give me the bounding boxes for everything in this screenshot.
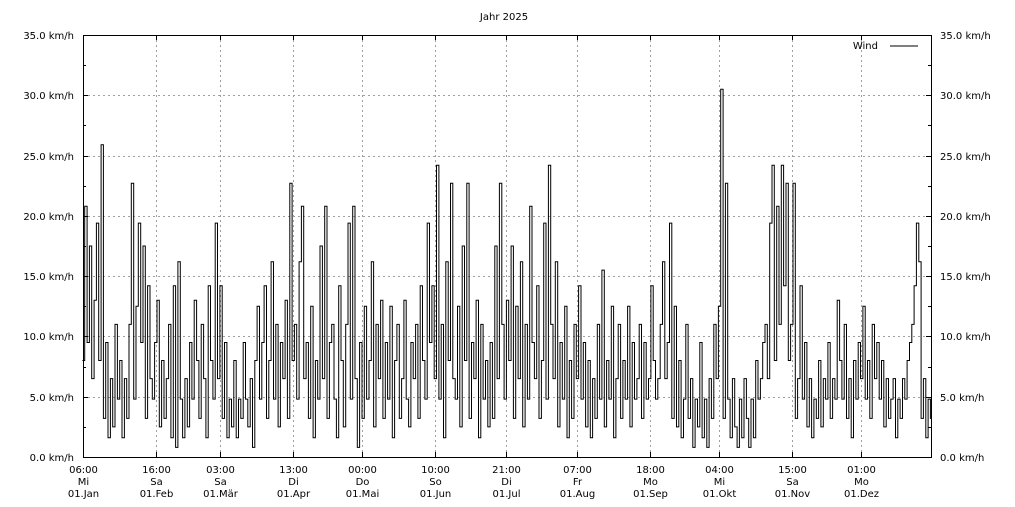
x-tick-label-date: 01.Mär — [203, 489, 239, 500]
x-tick-label-date: 01.Aug — [560, 489, 595, 500]
x-tick-label-time: 21:00 — [492, 465, 521, 476]
x-tick-label-date: 01.Jun — [420, 489, 452, 500]
x-tick-label-weekday: Mo — [643, 477, 658, 488]
y-tick-label-left: 30.0 km/h — [23, 91, 74, 102]
x-tick-label-date: 01.Sep — [633, 489, 668, 500]
x-tick-label-date: 01.Jan — [68, 489, 99, 500]
x-tick-label-date: 01.Feb — [140, 489, 174, 500]
x-axis: 06:00Mi01.Jan16:00Sa01.Feb03:00Sa01.Mär1… — [68, 35, 879, 500]
y-tick-label-right: 25.0 km/h — [940, 152, 991, 163]
x-tick-label-time: 00:00 — [348, 465, 377, 476]
x-tick-label-time: 01:00 — [847, 465, 876, 476]
x-tick-label-time: 13:00 — [279, 465, 308, 476]
x-tick-label-weekday: Sa — [214, 477, 226, 488]
x-tick-label-time: 07:00 — [563, 465, 592, 476]
x-tick-label-time: 16:00 — [142, 465, 171, 476]
y-tick-label-left: 10.0 km/h — [23, 332, 74, 343]
x-tick-label-date: 01.Mai — [346, 489, 379, 500]
x-tick-label-date: 01.Jul — [493, 489, 521, 500]
y-axis-right: 0.0 km/h 5.0 km/h 10.0 km/h 15.0 km/h 20.0 k… — [926, 31, 991, 464]
x-tick-label-weekday: Sa — [786, 477, 798, 488]
x-tick-label-weekday: Fr — [573, 477, 583, 488]
y-tick-label-right: 15.0 km/h — [940, 272, 991, 283]
y-tick-label-left: 20.0 km/h — [23, 212, 74, 223]
x-tick-label-weekday: So — [429, 477, 441, 488]
x-tick-label-time: 18:00 — [636, 465, 665, 476]
y-tick-label-left: 0.0 km/h — [30, 453, 74, 464]
y-tick-label-right: 35.0 km/h — [940, 31, 991, 42]
y-tick-label-left: 15.0 km/h — [23, 272, 74, 283]
x-tick-label-weekday: Di — [288, 477, 298, 488]
x-tick-label-date: 01.Apr — [277, 489, 311, 500]
x-tick-label-weekday: Sa — [150, 477, 162, 488]
series-layer — [82, 88, 931, 448]
y-tick-label-right: 20.0 km/h — [940, 212, 991, 223]
legend-label: Wind — [853, 41, 878, 52]
legend: Wind — [853, 41, 918, 52]
y-tick-label-right: 0.0 km/h — [940, 453, 984, 464]
y-axis-left: 0.0 km/h 5.0 km/h 10.0 km/h 15.0 km/h 20.0 k… — [23, 31, 88, 464]
x-tick-label-weekday: Mo — [854, 477, 869, 488]
x-tick-label-weekday: Mi — [714, 477, 725, 488]
x-tick-label-weekday: Di — [501, 477, 511, 488]
x-tick-label-weekday: Mi — [78, 477, 89, 488]
chart-title: Jahr 2025 — [479, 12, 528, 23]
x-tick-label-time: 15:00 — [778, 465, 807, 476]
y-tick-label-right: 5.0 km/h — [940, 393, 984, 404]
y-tick-label-left: 5.0 km/h — [30, 393, 74, 404]
x-tick-label-time: 10:00 — [421, 465, 450, 476]
x-tick-label-date: 01.Okt — [703, 489, 737, 500]
x-tick-label-time: 04:00 — [705, 465, 734, 476]
grid — [83, 35, 931, 457]
x-tick-label-date: 01.Nov — [775, 489, 811, 500]
x-tick-label-time: 03:00 — [206, 465, 235, 476]
y-tick-label-right: 10.0 km/h — [940, 332, 991, 343]
y-tick-label-left: 35.0 km/h — [23, 31, 74, 42]
x-tick-label-date: 01.Dez — [844, 489, 879, 500]
x-tick-label-weekday: Do — [356, 477, 370, 488]
series-line-wind — [82, 88, 931, 448]
y-tick-label-right: 30.0 km/h — [940, 91, 991, 102]
y-tick-label-left: 25.0 km/h — [23, 152, 74, 163]
x-tick-label-time: 06:00 — [69, 465, 98, 476]
plot-frame — [83, 35, 932, 458]
